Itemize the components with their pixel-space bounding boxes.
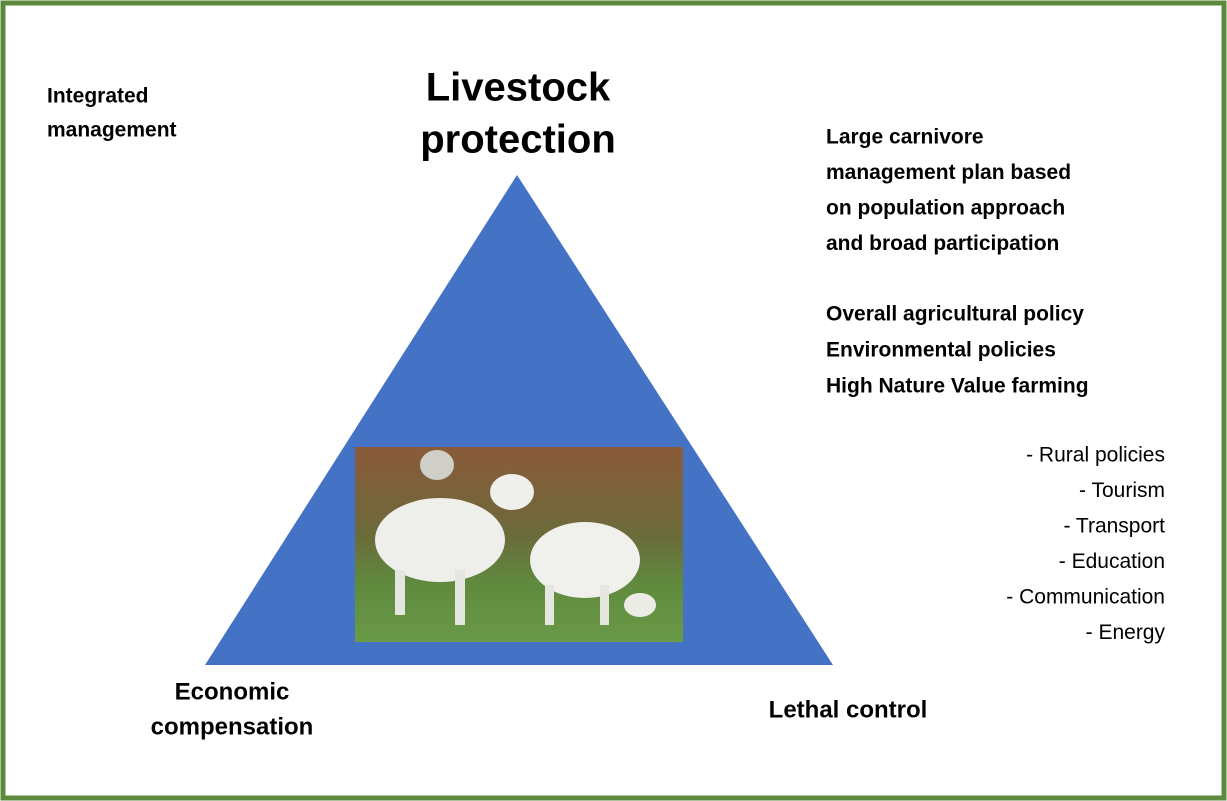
text: - Energy (1086, 621, 1166, 644)
text: on population approach (826, 197, 1065, 220)
text: - Tourism (1079, 479, 1165, 502)
text: Large carnivore (826, 126, 984, 149)
policy-block: Overall agricultural policy Environmental… (826, 303, 1089, 398)
text: - Communication (1006, 586, 1165, 609)
text: - Education (1059, 550, 1165, 573)
text: management (47, 119, 177, 142)
text: Integrated (47, 85, 149, 108)
text: and broad participation (826, 232, 1059, 255)
text: management plan based (826, 161, 1071, 184)
top-label: Livestock (426, 66, 611, 110)
corner-label: compensation (151, 713, 314, 740)
text: - Rural policies (1026, 444, 1165, 467)
sheep-photo (355, 447, 683, 642)
corner-label: Economic (175, 678, 290, 705)
diagram: Integrated management Livestock protecti… (0, 0, 1227, 801)
text: Environmental policies (826, 339, 1056, 362)
corner-label: Lethal control (769, 696, 928, 723)
top-label: protection (420, 118, 616, 162)
text: Overall agricultural policy (826, 303, 1084, 326)
text: - Transport (1063, 515, 1165, 538)
text: High Nature Value farming (826, 375, 1089, 398)
